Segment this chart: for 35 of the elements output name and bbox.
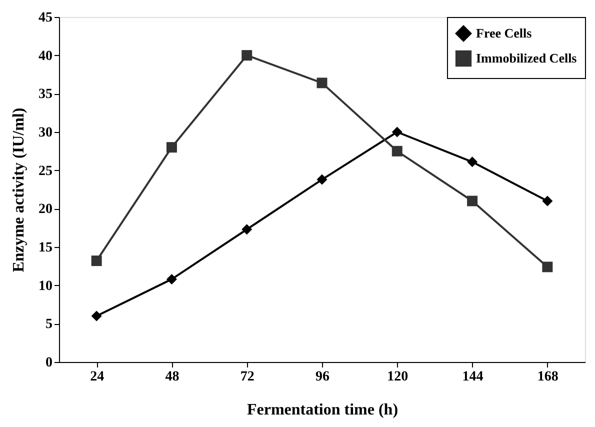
x-axis-title: Fermentation time (h): [246, 402, 398, 418]
point: [316, 174, 328, 185]
x-tick-label: 168: [537, 370, 558, 384]
point: [542, 262, 553, 272]
x-tick-label: 24: [90, 370, 104, 384]
point: [166, 142, 177, 153]
y-tick-label: 35: [38, 87, 52, 102]
y-tick-label: 0: [46, 356, 52, 370]
legend-label: Immobilized Cells: [476, 50, 577, 66]
x-tick-label: 120: [387, 370, 408, 384]
point: [392, 146, 402, 156]
y-tick-label: 45: [38, 10, 52, 26]
point: [542, 196, 553, 206]
x-tick-label: 96: [316, 370, 330, 384]
y-axis-title: Enzyme activity (IU/ml): [10, 108, 28, 272]
legend-label: Free Cells: [476, 26, 532, 40]
y-tick-label: 15: [38, 240, 52, 256]
y-tick-label: 5: [46, 317, 52, 332]
point: [467, 156, 478, 168]
y-tick-label: 10: [38, 278, 52, 294]
x-tick-label: 144: [462, 370, 484, 384]
x-tick-label: 72: [240, 370, 254, 384]
point: [166, 274, 177, 284]
y-tick-label: 40: [38, 48, 52, 64]
y-tick-label: 25: [38, 164, 52, 179]
point: [242, 50, 252, 61]
y-tick-label: 30: [38, 126, 52, 140]
y-tick-label: 20: [38, 202, 52, 218]
x-tick-label: 48: [165, 370, 180, 384]
point: [392, 126, 402, 138]
point: [242, 224, 252, 235]
point: [91, 256, 102, 266]
point: [316, 78, 328, 88]
point: [467, 196, 478, 206]
point: [91, 310, 102, 322]
